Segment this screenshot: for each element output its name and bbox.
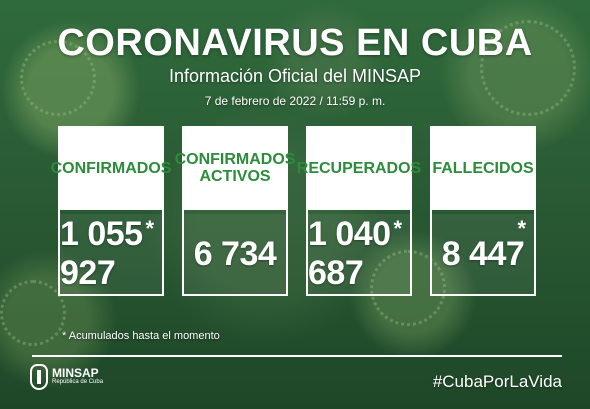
card-value: 6 734 bbox=[184, 214, 286, 294]
card-fallecidos: FALLECIDOS 8 447 * bbox=[430, 126, 536, 296]
logo-name: MINSAP bbox=[52, 366, 99, 381]
page-subtitle: Información Oficial del MINSAP bbox=[168, 66, 422, 86]
virus-icon bbox=[480, 20, 576, 116]
logo-text-block: MINSAP República de Cuba bbox=[52, 367, 103, 386]
hashtag: #CubaPorLaVida bbox=[432, 372, 562, 391]
minsap-logo-icon bbox=[30, 364, 48, 390]
report-date: 7 de febrero de 2022 / 11:59 p. m. bbox=[204, 94, 386, 108]
card-asterisk: * bbox=[145, 216, 154, 241]
card-label: RECUPERADOS bbox=[297, 128, 421, 210]
footnote: * Acumulados hasta el momento bbox=[62, 330, 220, 342]
logo-subtitle: República de Cuba bbox=[52, 379, 104, 386]
page-title: CORONAVIRUS EN CUBA bbox=[57, 22, 533, 64]
virus-icon bbox=[0, 280, 66, 346]
card-value: 1 055 927 bbox=[60, 214, 162, 294]
card-confirmados-activos: CONFIRMADOS ACTIVOS 6 734 bbox=[175, 126, 295, 296]
card-label: CONFIRMADOS ACTIVOS bbox=[175, 128, 295, 210]
card-value: 1 040 687 bbox=[308, 214, 410, 294]
card-asterisk: * bbox=[393, 216, 402, 241]
card-confirmados: CONFIRMADOS 1 055 927 * bbox=[51, 126, 171, 296]
card-value: 8 447 bbox=[432, 214, 534, 294]
minsap-logo: MINSAP República de Cuba bbox=[30, 364, 103, 390]
card-label: CONFIRMADOS bbox=[51, 128, 171, 210]
footer-divider bbox=[32, 355, 562, 357]
virus-icon bbox=[20, 40, 96, 116]
card-asterisk: * bbox=[517, 216, 526, 241]
card-recuperados: RECUPERADOS 1 040 687 * bbox=[297, 126, 421, 296]
card-label: FALLECIDOS bbox=[432, 128, 534, 210]
virus-icon bbox=[370, 250, 446, 326]
